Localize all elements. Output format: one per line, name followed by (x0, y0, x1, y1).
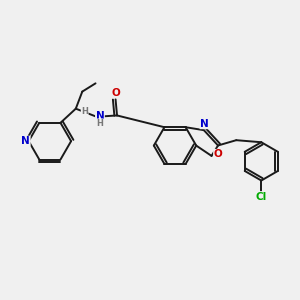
Text: N: N (21, 136, 30, 146)
Text: H: H (97, 119, 104, 128)
Text: O: O (214, 149, 222, 159)
Text: N: N (96, 111, 104, 121)
Text: N: N (200, 119, 209, 129)
Text: Cl: Cl (256, 192, 267, 202)
Text: O: O (111, 88, 120, 98)
Text: H: H (81, 106, 88, 116)
